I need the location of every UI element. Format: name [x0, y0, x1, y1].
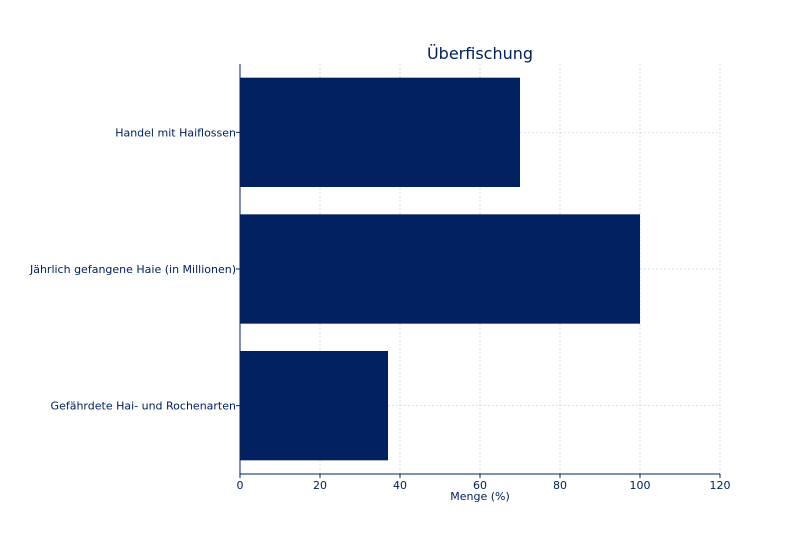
x-axis-label: Menge (%) [450, 490, 510, 503]
bar [240, 214, 640, 324]
chart-title: Überfischung [427, 44, 533, 63]
category-label: Gefährdete Hai- und Rochenarten [51, 400, 236, 413]
x-tick-label: 120 [710, 479, 731, 492]
category-label: Jährlich gefangene Haie (in Millionen) [29, 263, 236, 276]
bar-layer [240, 77, 640, 461]
label-layer: 0 20 40 60 80 100 120 Handel mit Haiflossen Jähr… [29, 126, 731, 492]
bar [240, 351, 388, 461]
x-tick-label: 100 [630, 479, 651, 492]
x-tick-label: 40 [393, 479, 407, 492]
category-label: Handel mit Haiflossen [115, 126, 236, 139]
x-tick-label: 0 [237, 479, 244, 492]
x-tick-label: 60 [473, 479, 487, 492]
bar [240, 77, 520, 187]
x-tick-label: 80 [553, 479, 567, 492]
axis-layer [236, 64, 721, 478]
x-tick-label: 20 [313, 479, 327, 492]
